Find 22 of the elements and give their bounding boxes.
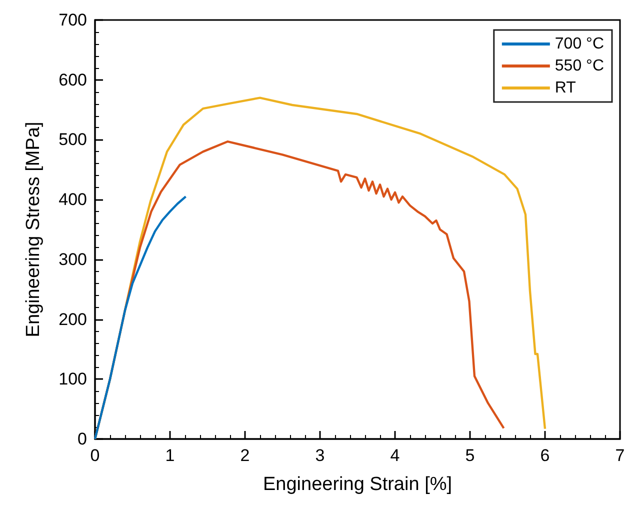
- x-tick-label: 6: [540, 446, 550, 465]
- y-tick-label: 100: [58, 370, 87, 389]
- y-tick-label: 700: [58, 10, 87, 30]
- x-tick-label: 7: [615, 446, 625, 465]
- y-tick-label: 200: [58, 310, 87, 329]
- x-tick-label: 3: [315, 446, 325, 465]
- legend-label: 700 °C: [554, 36, 604, 52]
- x-tick-label: 5: [465, 446, 475, 465]
- y-tick-label: 0: [78, 430, 87, 448]
- x-tick-label: 4: [390, 446, 400, 465]
- legend-label: RT: [554, 80, 576, 96]
- legend-label: 550 °C: [554, 58, 604, 74]
- y-axis-title: Engineering Stress [MPa]: [23, 122, 44, 338]
- x-tick-label: 1: [165, 446, 175, 465]
- y-tick-label: 400: [58, 190, 87, 210]
- x-tick-label: 2: [240, 446, 250, 465]
- y-tick-label: 300: [58, 250, 87, 269]
- x-tick-label: 0: [90, 446, 100, 465]
- y-tick-label: 600: [58, 70, 87, 90]
- line-series: [94, 195, 187, 440]
- x-axis-title: Engineering Strain [%]: [262, 474, 452, 495]
- y-tick-label: 500: [58, 130, 87, 150]
